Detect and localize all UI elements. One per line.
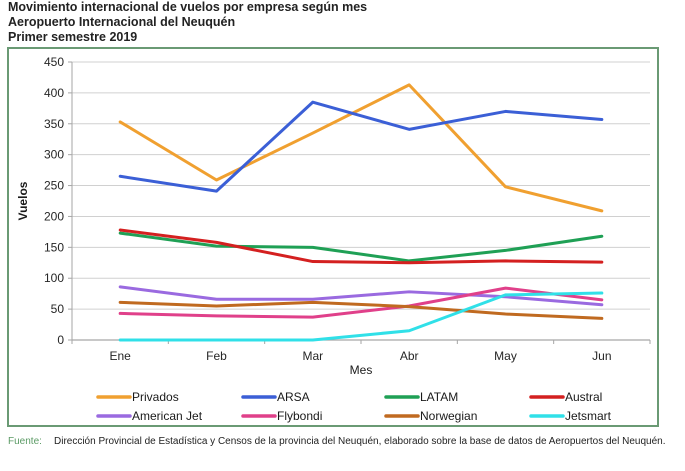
legend-label: Flybondi [277, 409, 322, 423]
series-line-latam [118, 231, 604, 263]
source-note: Fuente: Dirección Provincial de Estadísti… [8, 434, 674, 449]
y-tick-label: 0 [57, 333, 64, 347]
legend-label: Jetsmart [565, 409, 612, 423]
x-tick-label: Feb [206, 349, 227, 363]
y-tick-label: 350 [44, 117, 64, 131]
chart-title-block: Movimiento internacional de vuelos por e… [8, 0, 367, 45]
series-line-jetsmart [118, 291, 604, 342]
legend-label: LATAM [420, 390, 458, 404]
chart-frame [7, 47, 659, 427]
legend-item-norwegian: Norwegian [384, 409, 477, 423]
legend: Privados ARSA LATAM Austral American Jet Flyb… [96, 390, 612, 423]
y-axis-title: Vuelos [16, 181, 30, 220]
legend-item-american-jet: American Jet [96, 409, 203, 423]
y-tick-label: 150 [44, 240, 64, 254]
legend-item-privados: Privados [96, 390, 179, 404]
y-tick-label: 50 [51, 302, 65, 316]
legend-item-jetsmart: Jetsmart [529, 409, 612, 423]
x-axis-ticks: Ene Feb Mar Abr May Jun [71, 339, 651, 363]
series-line-flybondi [118, 286, 604, 319]
source-text: Dirección Provincial de Estadística y Ce… [54, 436, 666, 447]
x-tick-label: May [494, 349, 517, 363]
y-tick-label: 300 [44, 148, 64, 162]
series-line-american-jet [118, 285, 604, 307]
y-tick-label: 200 [44, 209, 64, 223]
legend-item-flybondi: Flybondi [241, 409, 322, 423]
x-tick-label: Jun [592, 349, 611, 363]
legend-label: Norwegian [420, 409, 477, 423]
series-line-privados [118, 83, 604, 213]
legend-item-latam: LATAM [384, 390, 458, 404]
x-tick-label: Abr [400, 349, 419, 363]
gridlines [72, 61, 650, 310]
legend-label: Austral [565, 390, 602, 404]
chart-title: Movimiento internacional de vuelos por e… [8, 0, 368, 14]
series-line-arsa [118, 100, 604, 193]
x-tick-label: Ene [109, 349, 131, 363]
y-tick-label: 400 [44, 86, 64, 100]
y-tick-label: 450 [44, 55, 64, 69]
legend-label: Privados [132, 390, 179, 404]
y-axis-ticks: 0 50 100 150 200 250 300 350 400 450 [44, 55, 73, 347]
chart-subtitle-airport: Aeropuerto Internacional del Neuquén [8, 15, 236, 29]
x-tick-label: Mar [302, 349, 323, 363]
y-tick-label: 100 [44, 271, 64, 285]
source-label: Fuente: [8, 436, 42, 447]
legend-label: ARSA [277, 390, 310, 404]
legend-item-austral: Austral [529, 390, 602, 404]
legend-label: American Jet [132, 409, 203, 423]
legend-item-arsa: ARSA [241, 390, 310, 404]
y-tick-label: 250 [44, 179, 64, 193]
x-axis-title: Mes [350, 363, 373, 377]
series-line-austral [118, 228, 604, 265]
series-line-norwegian [118, 300, 604, 320]
series-lines [118, 83, 604, 342]
chart-subtitle-period: Primer semestre 2019 [8, 30, 138, 44]
